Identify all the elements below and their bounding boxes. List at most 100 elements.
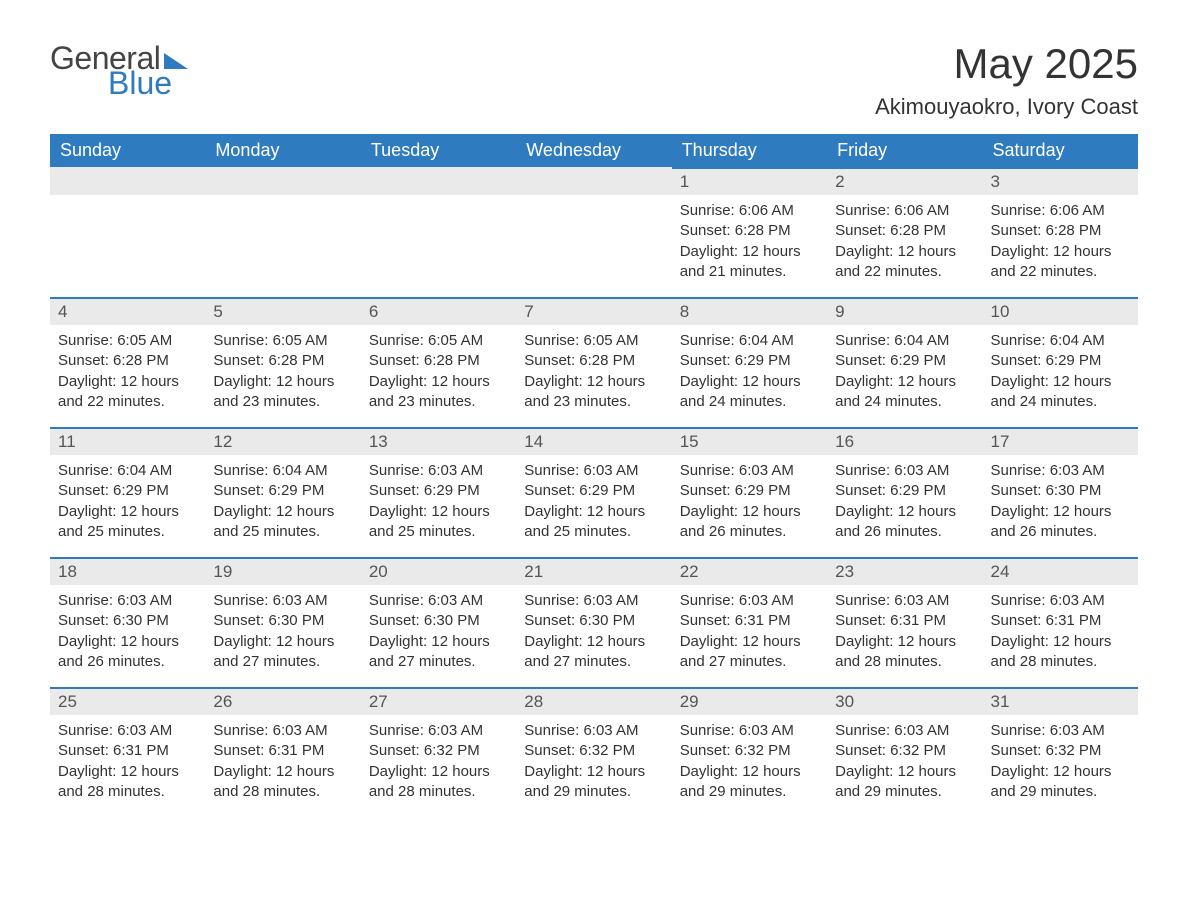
calendar-cell: 26Sunrise: 6:03 AMSunset: 6:31 PMDayligh… <box>205 687 360 817</box>
sunset-line: Sunset: 6:31 PM <box>680 611 819 631</box>
daylight-line: Daylight: 12 hours and 27 minutes. <box>524 632 663 673</box>
calendar-cell: 10Sunrise: 6:04 AMSunset: 6:29 PMDayligh… <box>983 297 1138 427</box>
calendar-cell: 27Sunrise: 6:03 AMSunset: 6:32 PMDayligh… <box>361 687 516 817</box>
empty-cell <box>516 167 671 195</box>
daylight-line: Daylight: 12 hours and 25 minutes. <box>369 502 508 543</box>
day-body: Sunrise: 6:06 AMSunset: 6:28 PMDaylight:… <box>827 195 982 292</box>
day-body: Sunrise: 6:03 AMSunset: 6:30 PMDaylight:… <box>516 585 671 682</box>
header: General Blue May 2025 Akimouyaokro, Ivor… <box>50 40 1138 120</box>
sunset-line: Sunset: 6:29 PM <box>524 481 663 501</box>
daylight-line: Daylight: 12 hours and 27 minutes. <box>369 632 508 673</box>
daylight-line: Daylight: 12 hours and 27 minutes. <box>680 632 819 673</box>
sunrise-line: Sunrise: 6:06 AM <box>835 201 974 221</box>
sunrise-line: Sunrise: 6:05 AM <box>369 331 508 351</box>
calendar-row: 4Sunrise: 6:05 AMSunset: 6:28 PMDaylight… <box>50 297 1138 427</box>
sunset-line: Sunset: 6:28 PM <box>991 221 1130 241</box>
day-number: 26 <box>205 687 360 715</box>
weekday-header: Monday <box>205 134 360 167</box>
sunset-line: Sunset: 6:30 PM <box>213 611 352 631</box>
day-body: Sunrise: 6:03 AMSunset: 6:29 PMDaylight:… <box>672 455 827 552</box>
day-number: 8 <box>672 297 827 325</box>
sunrise-line: Sunrise: 6:04 AM <box>835 331 974 351</box>
calendar-cell: 20 Sunrise: 6:03 AMSunset: 6:30 PMDayligh… <box>361 557 516 687</box>
daylight-line: Daylight: 12 hours and 26 minutes. <box>58 632 197 673</box>
sunset-line: Sunset: 6:31 PM <box>58 741 197 761</box>
day-body: Sunrise: 6:03 AMSunset: 6:31 PMDaylight:… <box>672 585 827 682</box>
sunrise-line: Sunrise: 6:03 AM <box>58 591 197 611</box>
day-number: 15 <box>672 427 827 455</box>
daylight-line: Daylight: 12 hours and 23 minutes. <box>524 372 663 413</box>
day-number: 3 <box>983 167 1138 195</box>
weekday-header: Wednesday <box>516 134 671 167</box>
calendar-cell: 3Sunrise: 6:06 AMSunset: 6:28 PMDaylight… <box>983 167 1138 297</box>
day-body: Sunrise: 6:03 AMSunset: 6:31 PMDaylight:… <box>983 585 1138 682</box>
calendar-cell: 13Sunrise: 6:03 AMSunset: 6:29 PMDayligh… <box>361 427 516 557</box>
calendar-cell: 29Sunrise: 6:03 AMSunset: 6:32 PMDayligh… <box>672 687 827 817</box>
logo: General Blue <box>50 40 188 102</box>
calendar-cell: 25Sunrise: 6:03 AMSunset: 6:31 PMDayligh… <box>50 687 205 817</box>
day-number: 10 <box>983 297 1138 325</box>
daylight-line: Daylight: 12 hours and 24 minutes. <box>991 372 1130 413</box>
calendar-cell <box>516 167 671 297</box>
day-number: 31 <box>983 687 1138 715</box>
sunrise-line: Sunrise: 6:03 AM <box>991 461 1130 481</box>
day-number: 5 <box>205 297 360 325</box>
sunset-line: Sunset: 6:32 PM <box>991 741 1130 761</box>
sunset-line: Sunset: 6:32 PM <box>680 741 819 761</box>
daylight-line: Daylight: 12 hours and 28 minutes. <box>835 632 974 673</box>
calendar-cell: 7Sunrise: 6:05 AMSunset: 6:28 PMDaylight… <box>516 297 671 427</box>
daylight-line: Daylight: 12 hours and 28 minutes. <box>369 762 508 803</box>
sunset-line: Sunset: 6:32 PM <box>524 741 663 761</box>
sunrise-line: Sunrise: 6:03 AM <box>680 721 819 741</box>
calendar-cell <box>50 167 205 297</box>
sunset-line: Sunset: 6:30 PM <box>369 611 508 631</box>
sunrise-line: Sunrise: 6:06 AM <box>991 201 1130 221</box>
page-title: May 2025 <box>875 40 1138 88</box>
sunset-line: Sunset: 6:30 PM <box>991 481 1130 501</box>
sunset-line: Sunset: 6:29 PM <box>835 351 974 371</box>
sunrise-line: Sunrise: 6:03 AM <box>835 591 974 611</box>
sunrise-line: Sunrise: 6:03 AM <box>369 591 508 611</box>
sunset-line: Sunset: 6:28 PM <box>58 351 197 371</box>
day-number: 1 <box>672 167 827 195</box>
calendar-cell: 21Sunrise: 6:03 AMSunset: 6:30 PMDayligh… <box>516 557 671 687</box>
day-number: 7 <box>516 297 671 325</box>
sunset-line: Sunset: 6:29 PM <box>369 481 508 501</box>
day-number: 20 <box>361 557 516 585</box>
day-body: Sunrise: 6:04 AMSunset: 6:29 PMDaylight:… <box>827 325 982 422</box>
day-body: Sunrise: 6:03 AMSunset: 6:32 PMDaylight:… <box>516 715 671 812</box>
title-area: May 2025 Akimouyaokro, Ivory Coast <box>875 40 1138 120</box>
weekday-header: Thursday <box>672 134 827 167</box>
daylight-line: Daylight: 12 hours and 23 minutes. <box>213 372 352 413</box>
sunset-line: Sunset: 6:30 PM <box>524 611 663 631</box>
calendar-row: 18Sunrise: 6:03 AMSunset: 6:30 PMDayligh… <box>50 557 1138 687</box>
empty-cell <box>50 167 205 195</box>
sunset-line: Sunset: 6:28 PM <box>835 221 974 241</box>
sunrise-line: Sunrise: 6:03 AM <box>58 721 197 741</box>
calendar-cell: 11Sunrise: 6:04 AMSunset: 6:29 PMDayligh… <box>50 427 205 557</box>
daylight-line: Daylight: 12 hours and 23 minutes. <box>369 372 508 413</box>
day-number: 24 <box>983 557 1138 585</box>
weekday-header: Tuesday <box>361 134 516 167</box>
calendar-cell: 5Sunrise: 6:05 AMSunset: 6:28 PMDaylight… <box>205 297 360 427</box>
sunset-line: Sunset: 6:29 PM <box>835 481 974 501</box>
day-number: 14 <box>516 427 671 455</box>
calendar-cell: 16Sunrise: 6:03 AMSunset: 6:29 PMDayligh… <box>827 427 982 557</box>
day-body: Sunrise: 6:05 AMSunset: 6:28 PMDaylight:… <box>50 325 205 422</box>
sunrise-line: Sunrise: 6:04 AM <box>680 331 819 351</box>
sunset-line: Sunset: 6:29 PM <box>58 481 197 501</box>
calendar-cell <box>361 167 516 297</box>
day-number: 29 <box>672 687 827 715</box>
sunrise-line: Sunrise: 6:04 AM <box>213 461 352 481</box>
sunset-line: Sunset: 6:29 PM <box>680 481 819 501</box>
weekday-header: Sunday <box>50 134 205 167</box>
sunset-line: Sunset: 6:32 PM <box>369 741 508 761</box>
sunrise-line: Sunrise: 6:04 AM <box>991 331 1130 351</box>
calendar-cell: 24Sunrise: 6:03 AMSunset: 6:31 PMDayligh… <box>983 557 1138 687</box>
sunrise-line: Sunrise: 6:03 AM <box>369 721 508 741</box>
day-body: Sunrise: 6:03 AMSunset: 6:32 PMDaylight:… <box>827 715 982 812</box>
sunset-line: Sunset: 6:31 PM <box>213 741 352 761</box>
calendar-cell: 31Sunrise: 6:03 AMSunset: 6:32 PMDayligh… <box>983 687 1138 817</box>
daylight-line: Daylight: 12 hours and 24 minutes. <box>680 372 819 413</box>
sunrise-line: Sunrise: 6:03 AM <box>835 721 974 741</box>
